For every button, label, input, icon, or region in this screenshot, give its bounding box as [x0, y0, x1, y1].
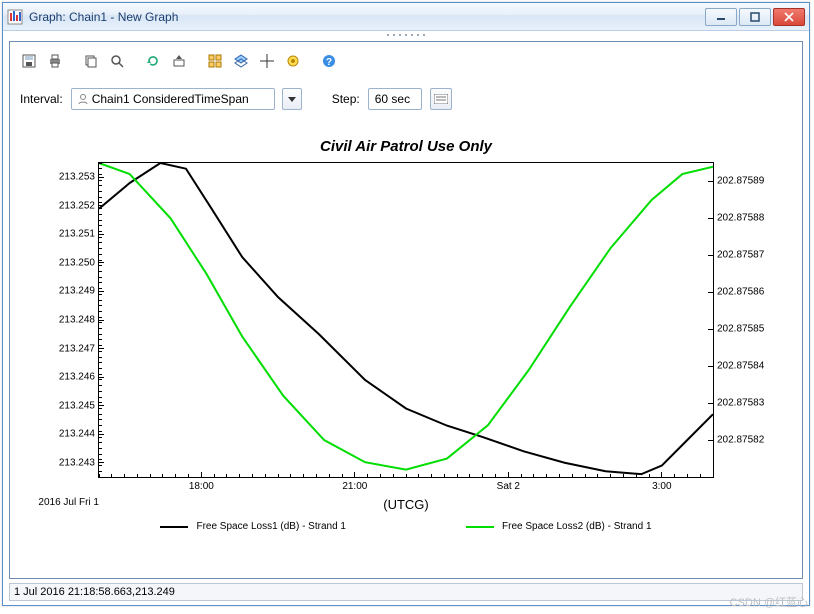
- status-text: 1 Jul 2016 21:18:58.663,213.249: [14, 586, 175, 598]
- toolbar: ?: [16, 48, 796, 78]
- plot-area[interactable]: 213.243213.244213.245213.246213.247213.2…: [98, 162, 714, 478]
- y-left-tick-label: 213.247: [59, 343, 95, 354]
- y-left-tick-label: 213.252: [59, 200, 95, 211]
- x-tick-label: 3:00: [652, 481, 671, 492]
- y-right-tick-label: 202.87588: [717, 213, 764, 224]
- watermark: CSDN @红蓝心: [730, 594, 808, 610]
- series-line: [99, 163, 713, 470]
- help-icon[interactable]: ?: [318, 50, 340, 72]
- client-area: ? Interval: Step: 60 sec Civil Air Patro…: [9, 41, 803, 579]
- y-left-tick-label: 213.250: [59, 257, 95, 268]
- chart-title: Civil Air Patrol Use Only: [20, 138, 792, 155]
- maximize-button[interactable]: [739, 8, 771, 26]
- series-line: [99, 163, 713, 474]
- x-axis-label: (UTCG): [383, 497, 429, 512]
- app-icon: [7, 9, 23, 25]
- y-right-tick-label: 202.87587: [717, 250, 764, 261]
- interval-label: Interval:: [20, 92, 63, 106]
- titlebar[interactable]: Graph: Chain1 - New Graph: [3, 3, 809, 31]
- step-label: Step:: [332, 92, 360, 106]
- y-right-tick-label: 202.87589: [717, 176, 764, 187]
- y-left-tick-label: 213.246: [59, 372, 95, 383]
- legend-item: Free Space Loss2 (dB) - Strand 1: [466, 521, 652, 532]
- x-tick-label: 18:00: [189, 481, 214, 492]
- window-title: Graph: Chain1 - New Graph: [29, 10, 178, 24]
- object-icon: [76, 93, 90, 105]
- status-bar: 1 Jul 2016 21:18:58.663,213.249: [9, 583, 803, 601]
- legend-item: Free Space Loss1 (dB) - Strand 1: [160, 521, 346, 532]
- axis-date-label: 2016 Jul Fri 1: [38, 497, 99, 508]
- interval-combo[interactable]: [71, 88, 275, 110]
- x-tick-label: 21:00: [342, 481, 367, 492]
- interval-dropdown-button[interactable]: [282, 88, 302, 110]
- copy-icon[interactable]: [80, 50, 102, 72]
- y-right-tick-label: 202.87583: [717, 398, 764, 409]
- svg-text:?: ?: [326, 57, 332, 68]
- y-left-tick-label: 213.243: [59, 457, 95, 468]
- close-button[interactable]: [773, 8, 805, 26]
- y-right-tick-label: 202.87585: [717, 324, 764, 335]
- y-right-tick-label: 202.87584: [717, 361, 764, 372]
- target-icon[interactable]: [282, 50, 304, 72]
- interval-row: Interval: Step: 60 sec: [16, 78, 796, 116]
- crosshair-icon[interactable]: [256, 50, 278, 72]
- legend-line: [160, 526, 188, 528]
- export-icon[interactable]: [168, 50, 190, 72]
- grid-icon[interactable]: [204, 50, 226, 72]
- y-right-tick-label: 202.87586: [717, 287, 764, 298]
- y-left-tick-label: 213.248: [59, 315, 95, 326]
- y-left-tick-label: 213.249: [59, 286, 95, 297]
- y-left-tick-label: 213.245: [59, 400, 95, 411]
- y-left-tick-label: 213.253: [59, 172, 95, 183]
- legend-line: [466, 526, 494, 528]
- chart-area: Civil Air Patrol Use Only 213.243213.244…: [20, 138, 792, 568]
- graph-window: Graph: Chain1 - New Graph ? Interv: [2, 2, 810, 606]
- step-units-button[interactable]: [430, 88, 452, 110]
- step-value[interactable]: 60 sec: [368, 88, 422, 110]
- layers-icon[interactable]: [230, 50, 252, 72]
- interval-input[interactable]: [90, 91, 270, 107]
- legend-label: Free Space Loss1 (dB) - Strand 1: [196, 521, 346, 532]
- y-left-tick-label: 213.244: [59, 429, 95, 440]
- minimize-button[interactable]: [705, 8, 737, 26]
- refresh-icon[interactable]: [142, 50, 164, 72]
- legend-label: Free Space Loss2 (dB) - Strand 1: [502, 521, 652, 532]
- y-right-tick-label: 202.87582: [717, 435, 764, 446]
- legend: Free Space Loss1 (dB) - Strand 1 Free Spa…: [99, 521, 713, 532]
- save-icon[interactable]: [18, 50, 40, 72]
- print-icon[interactable]: [44, 50, 66, 72]
- zoom-icon[interactable]: [106, 50, 128, 72]
- x-tick-label: Sat 2: [497, 481, 520, 492]
- drag-handle[interactable]: [3, 31, 809, 39]
- y-left-tick-label: 213.251: [59, 229, 95, 240]
